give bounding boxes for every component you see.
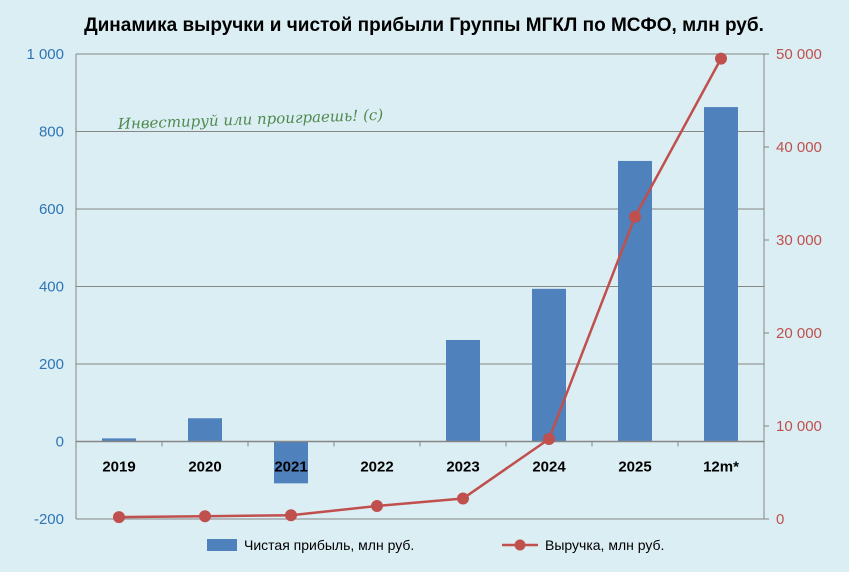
- revenue-point: [457, 492, 469, 505]
- left-axis-tick-label: -200: [34, 511, 64, 528]
- profit-bar: [188, 418, 222, 442]
- category-label: 2022: [360, 459, 393, 476]
- right-axis-tick-label: 40 000: [776, 139, 822, 156]
- category-label: 2019: [102, 459, 135, 476]
- profit-bar: [704, 107, 738, 442]
- right-axis-tick-label: 0: [776, 511, 784, 528]
- revenue-line-path: [118, 58, 723, 519]
- right-axis-tick-label: 20 000: [776, 325, 822, 342]
- right-axis-tick-label: 10 000: [776, 418, 822, 435]
- profit-bar: [532, 288, 566, 442]
- chart-title: Динамика выручки и чистой прибыли Группы…: [84, 15, 764, 36]
- profit-bar: [618, 160, 652, 442]
- left-axis-tick-label: 0: [56, 434, 64, 451]
- left-axis-tick-label: 600: [39, 201, 64, 218]
- category-label: 2024: [532, 459, 566, 476]
- revenue-point: [715, 52, 727, 65]
- legend-label-profit: Чистая прибыль, млн руб.: [244, 537, 414, 553]
- category-label: 2021: [274, 459, 307, 476]
- left-axis-tick-label: 1 000: [26, 46, 64, 63]
- profit-bar: [102, 438, 136, 442]
- legend-swatch-profit: [207, 539, 237, 551]
- revenue-point: [371, 499, 383, 512]
- left-axis-tick-label: 400: [39, 279, 64, 296]
- category-label: 2020: [188, 459, 221, 476]
- profit-bar: [446, 339, 480, 442]
- left-axis-tick-label: 200: [39, 356, 64, 373]
- category-label: 2025: [618, 459, 651, 476]
- profit-bars: [102, 107, 738, 484]
- tick-labels: -200 0 200 400 600 800 1 000 0 10 000 20 000 30 00…: [26, 46, 821, 528]
- revenue-point: [285, 509, 297, 522]
- revenue-point: [543, 433, 555, 446]
- right-axis-tick-label: 30 000: [776, 232, 822, 249]
- left-axis-tick-label: 800: [39, 124, 64, 141]
- revenue-point: [629, 210, 641, 223]
- revenue-point: [113, 511, 125, 524]
- category-label: 12m*: [703, 459, 739, 476]
- watermark-text: Инвестируй или проиграешь! (с): [117, 106, 384, 133]
- revenue-line: [113, 52, 727, 524]
- right-axis-tick-label: 50 000: [776, 46, 822, 63]
- axes: [75, 53, 769, 520]
- legend-label-revenue: Выручка, млн руб.: [545, 537, 664, 553]
- legend-marker-revenue: [514, 539, 526, 551]
- legend: Чистая прибыль, млн руб. Выручка, млн руб…: [207, 537, 664, 553]
- category-label: 2023: [446, 459, 479, 476]
- revenue-point: [199, 510, 211, 523]
- profit-bar: [274, 441, 308, 484]
